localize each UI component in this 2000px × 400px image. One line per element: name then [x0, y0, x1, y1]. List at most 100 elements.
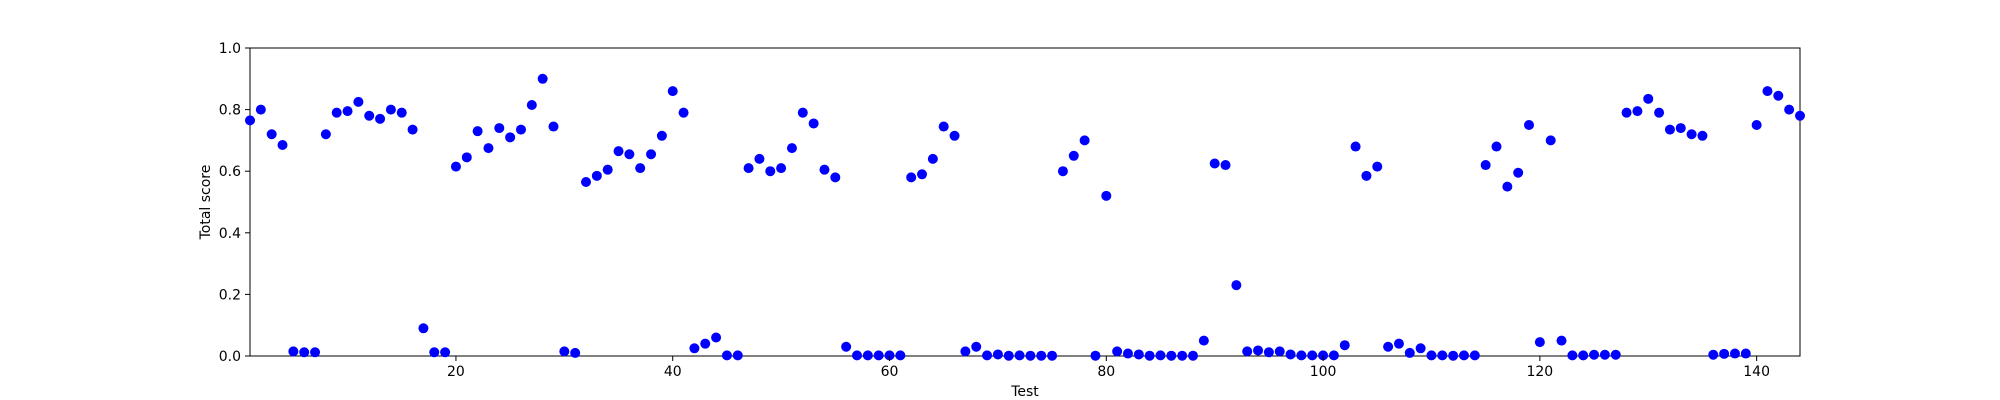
- data-point: [299, 347, 310, 358]
- data-point: [1057, 166, 1068, 177]
- data-point: [1762, 86, 1773, 97]
- data-point: [266, 129, 277, 140]
- y-tick-label: 0.4: [219, 226, 241, 242]
- data-point: [646, 149, 657, 160]
- data-point: [591, 170, 602, 181]
- data-point: [537, 73, 548, 84]
- data-point: [1014, 350, 1025, 361]
- y-tick-label: 0.6: [219, 164, 241, 180]
- data-point: [1166, 350, 1177, 361]
- data-point: [1253, 345, 1264, 356]
- data-point: [700, 338, 711, 349]
- data-point: [1578, 350, 1589, 361]
- data-point: [1133, 349, 1144, 360]
- data-point: [548, 121, 559, 132]
- data-point: [1643, 93, 1654, 104]
- data-point: [1437, 350, 1448, 361]
- data-point: [1198, 335, 1209, 346]
- data-point: [1307, 350, 1318, 361]
- data-point: [721, 350, 732, 361]
- data-point: [364, 110, 375, 121]
- data-point: [1112, 346, 1123, 357]
- data-point: [450, 161, 461, 172]
- data-point: [927, 153, 938, 164]
- data-point: [310, 347, 321, 358]
- data-point: [1188, 350, 1199, 361]
- data-point: [1545, 135, 1556, 146]
- data-point: [1458, 350, 1469, 361]
- x-tick-label: 140: [1743, 364, 1770, 380]
- data-point: [884, 350, 895, 361]
- data-point: [245, 115, 255, 126]
- data-point: [1285, 349, 1296, 360]
- data-point: [1524, 120, 1535, 130]
- data-point: [635, 163, 646, 174]
- data-point: [1773, 90, 1784, 101]
- data-point: [819, 164, 830, 175]
- data-point: [255, 104, 266, 115]
- data-point: [581, 176, 592, 187]
- data-point: [906, 172, 917, 183]
- data-point: [559, 346, 570, 357]
- data-point: [407, 124, 418, 135]
- data-point: [1502, 181, 1513, 192]
- data-point: [1675, 123, 1686, 134]
- data-point: [1632, 106, 1643, 117]
- data-point: [1469, 350, 1480, 361]
- data-point: [1719, 348, 1730, 359]
- data-point: [895, 350, 906, 361]
- data-point: [1784, 104, 1795, 115]
- y-tick-label: 1.0: [219, 41, 241, 57]
- data-point: [1556, 335, 1567, 346]
- data-point: [1101, 190, 1112, 201]
- data-point: [1697, 130, 1708, 141]
- data-point: [797, 107, 808, 118]
- x-axis-ticks: 20 40 60 80 100 120 140: [447, 356, 1770, 380]
- data-point: [711, 332, 722, 343]
- data-point: [1664, 124, 1675, 135]
- data-point: [1686, 129, 1697, 140]
- data-point: [1534, 337, 1545, 348]
- data-point: [1589, 349, 1600, 360]
- data-point: [353, 96, 364, 107]
- data-point: [1372, 161, 1383, 172]
- data-point: [1047, 350, 1058, 361]
- data-point: [765, 166, 776, 177]
- data-point: [613, 146, 624, 157]
- data-point: [1079, 135, 1090, 146]
- y-axis-label: Total score: [198, 165, 214, 241]
- data-point: [494, 123, 505, 134]
- data-point: [1751, 120, 1762, 130]
- data-point: [602, 164, 613, 175]
- data-point: [1263, 347, 1274, 358]
- data-point: [862, 350, 873, 361]
- y-tick-label: 0.2: [219, 287, 241, 303]
- data-point: [483, 143, 494, 154]
- data-point: [667, 86, 678, 97]
- data-point: [1328, 350, 1339, 361]
- data-point: [570, 347, 581, 358]
- x-tick-label: 40: [664, 364, 682, 380]
- data-point: [949, 130, 960, 141]
- data-point: [776, 163, 787, 174]
- data-points: [245, 73, 1805, 361]
- x-tick-label: 120: [1526, 364, 1553, 380]
- data-point: [1621, 107, 1632, 118]
- data-point: [1393, 338, 1404, 349]
- data-point: [1448, 350, 1459, 361]
- data-point: [1003, 350, 1014, 361]
- data-point: [656, 130, 667, 141]
- data-point: [808, 118, 819, 129]
- data-point: [732, 350, 743, 361]
- data-point: [982, 350, 993, 361]
- data-point: [938, 121, 949, 132]
- data-point: [1708, 349, 1719, 360]
- data-point: [1740, 348, 1751, 359]
- plot-area: [249, 47, 1801, 357]
- data-point: [1318, 350, 1329, 361]
- data-point: [385, 104, 396, 115]
- data-point: [873, 350, 884, 361]
- data-point: [1404, 347, 1415, 358]
- data-point: [1567, 350, 1578, 361]
- data-point: [624, 149, 635, 160]
